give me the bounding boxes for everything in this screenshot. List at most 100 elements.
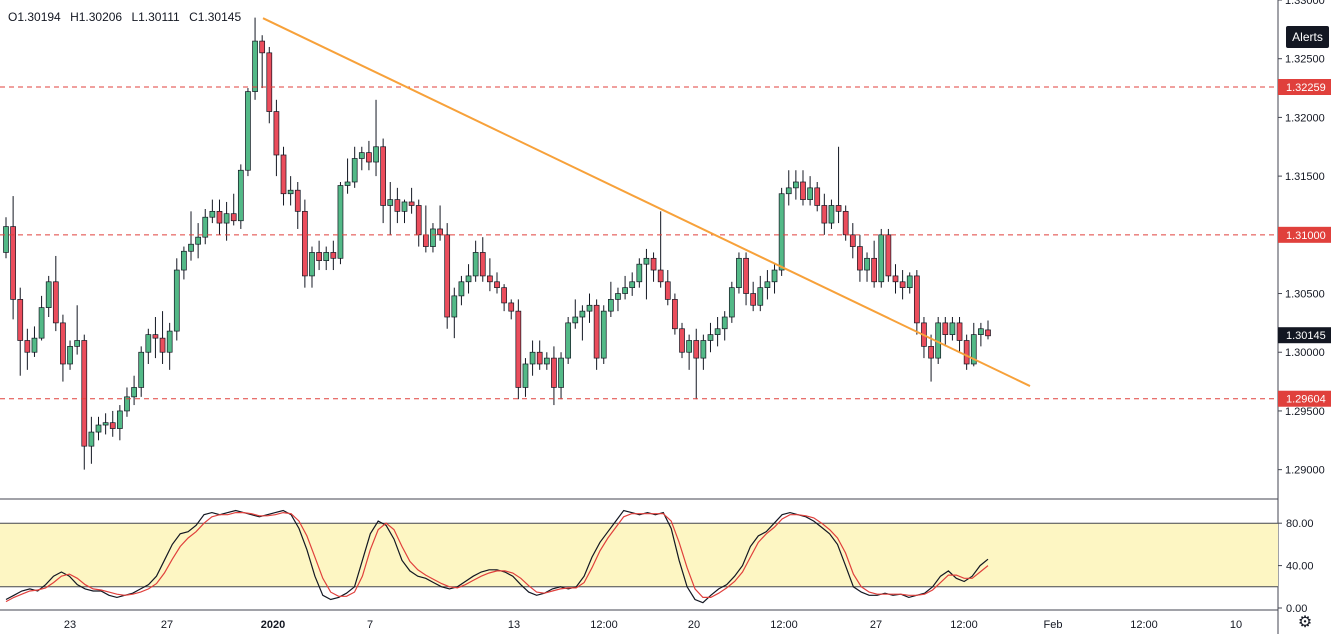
candle	[10, 196, 16, 320]
candle-body	[287, 189, 294, 195]
candle-body	[24, 340, 31, 353]
candle-body	[10, 226, 16, 300]
candle	[508, 299, 515, 320]
candle-body	[878, 234, 885, 283]
price-line-label-bg	[1278, 390, 1331, 407]
candle-body	[572, 316, 579, 324]
candle-body	[707, 334, 714, 341]
candle	[430, 223, 436, 253]
candle	[472, 240, 479, 282]
candle-body	[558, 357, 564, 388]
candle	[586, 293, 593, 323]
candle	[501, 284, 507, 312]
candle-body	[885, 234, 892, 277]
candle	[764, 270, 771, 300]
candle-body	[437, 228, 443, 236]
candle	[323, 246, 330, 271]
candle-body	[771, 269, 778, 283]
candle-body	[693, 340, 700, 359]
candle	[572, 299, 579, 329]
candle-body	[202, 216, 209, 238]
candle-body	[515, 310, 522, 388]
candle-body	[508, 302, 515, 312]
candle	[593, 299, 600, 370]
price-tick-label: 1.30000	[1285, 347, 1325, 359]
candle-body	[31, 337, 38, 353]
candle-body	[280, 154, 287, 195]
candle	[60, 314, 66, 382]
candle-body	[344, 181, 351, 186]
stoch-tick-label: 0.00	[1286, 603, 1307, 615]
candle-body	[700, 340, 707, 359]
candle	[380, 138, 386, 224]
ohlc-legend: O1.30194 H1.30206 L1.30111 C1.30145	[8, 10, 247, 24]
candle-body	[408, 201, 415, 206]
candle-body	[67, 346, 73, 365]
candle	[3, 217, 9, 259]
candle-body	[45, 281, 52, 308]
candle	[451, 287, 458, 339]
candle	[985, 320, 991, 340]
candle-body	[643, 257, 650, 265]
candle-body	[273, 111, 280, 156]
candle-body	[316, 252, 322, 262]
candle	[88, 416, 95, 464]
candle-body	[657, 269, 664, 283]
candle-body	[664, 281, 671, 300]
candle-body	[138, 351, 145, 388]
ohlc-close: C1.30145	[189, 10, 242, 24]
candle-body	[330, 252, 337, 259]
trendline[interactable]	[262, 17, 1031, 387]
candle	[615, 287, 621, 312]
candle	[479, 237, 486, 282]
time-tick-label: 12:00	[1130, 619, 1158, 631]
candle	[330, 240, 337, 271]
candle	[700, 334, 707, 370]
candle-body	[600, 310, 607, 359]
candle	[807, 176, 813, 206]
candle-body	[636, 263, 643, 283]
candle	[109, 410, 116, 437]
candle-body	[366, 152, 372, 163]
candle	[67, 340, 73, 370]
gear-icon[interactable]: ⚙	[1297, 614, 1313, 631]
alerts-button[interactable]: Alerts	[1286, 26, 1329, 48]
candle	[266, 46, 273, 124]
candle	[899, 270, 906, 300]
ohlc-low: L1.30111	[131, 10, 180, 24]
candle	[202, 208, 209, 245]
candle	[750, 281, 757, 312]
candle-body	[294, 189, 301, 212]
candle	[344, 158, 351, 194]
candle	[487, 258, 493, 292]
candle	[138, 346, 145, 397]
candle-body	[942, 322, 949, 335]
candle	[24, 328, 31, 370]
candle	[95, 416, 102, 441]
candle	[657, 211, 664, 288]
candle	[195, 223, 201, 259]
ohlc-high: H1.30206	[70, 10, 123, 24]
candle	[529, 340, 536, 376]
candle	[736, 252, 742, 294]
candle	[458, 275, 465, 306]
candle-body	[52, 281, 59, 324]
candle	[743, 252, 749, 306]
candle	[686, 334, 692, 370]
candle	[878, 228, 885, 288]
candle-body	[494, 281, 500, 289]
stochastic-k-line	[5, 509, 989, 604]
candle	[814, 181, 821, 212]
candle	[394, 187, 401, 224]
candle-body	[814, 187, 821, 206]
candle	[650, 252, 657, 282]
candle-body	[38, 307, 45, 339]
candle	[629, 272, 636, 296]
candle	[636, 258, 643, 288]
candle	[664, 270, 671, 306]
candle	[956, 317, 963, 353]
candle	[600, 305, 607, 364]
candle	[159, 311, 166, 364]
candle	[245, 88, 251, 177]
